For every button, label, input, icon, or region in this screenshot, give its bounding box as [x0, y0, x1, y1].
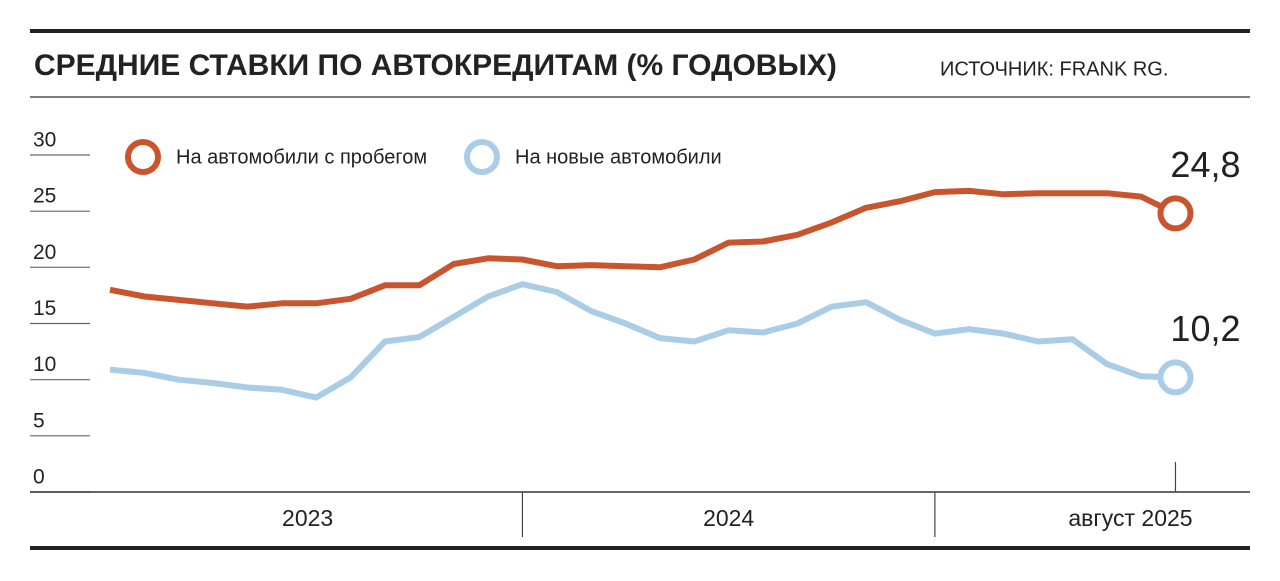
end-label: 10,2 [1170, 308, 1240, 349]
y-tick-label: 30 [33, 129, 56, 152]
y-tick-label: 20 [33, 241, 56, 264]
end-marker [1157, 359, 1194, 396]
legend-marker [125, 139, 161, 175]
chart-title: СРЕДНИЕ СТАВКИ ПО АВТОКРЕДИТАМ (% ГОДОВЫ… [34, 49, 837, 82]
series-line [109, 281, 1176, 401]
y-tick-label: 10 [33, 353, 56, 376]
y-tick-label: 15 [33, 297, 56, 320]
series-line [109, 187, 1177, 310]
x-tick-label: 2024 [703, 505, 754, 531]
legend-marker [464, 139, 500, 175]
legend-label: На новые автомобили [515, 146, 722, 168]
x-tick-label: 2023 [282, 505, 333, 531]
legend-label: На автомобили с пробегом [176, 146, 427, 168]
end-marker [1157, 195, 1194, 232]
source: ИСТОЧНИК: FRANK RG. [940, 58, 1168, 80]
y-tick-label: 5 [33, 409, 45, 432]
end-label: 24,8 [1170, 144, 1240, 185]
y-tick-label: 25 [33, 185, 56, 208]
x-tick-label: август 2025 [1068, 505, 1192, 531]
y-tick-label: 0 [33, 466, 45, 489]
